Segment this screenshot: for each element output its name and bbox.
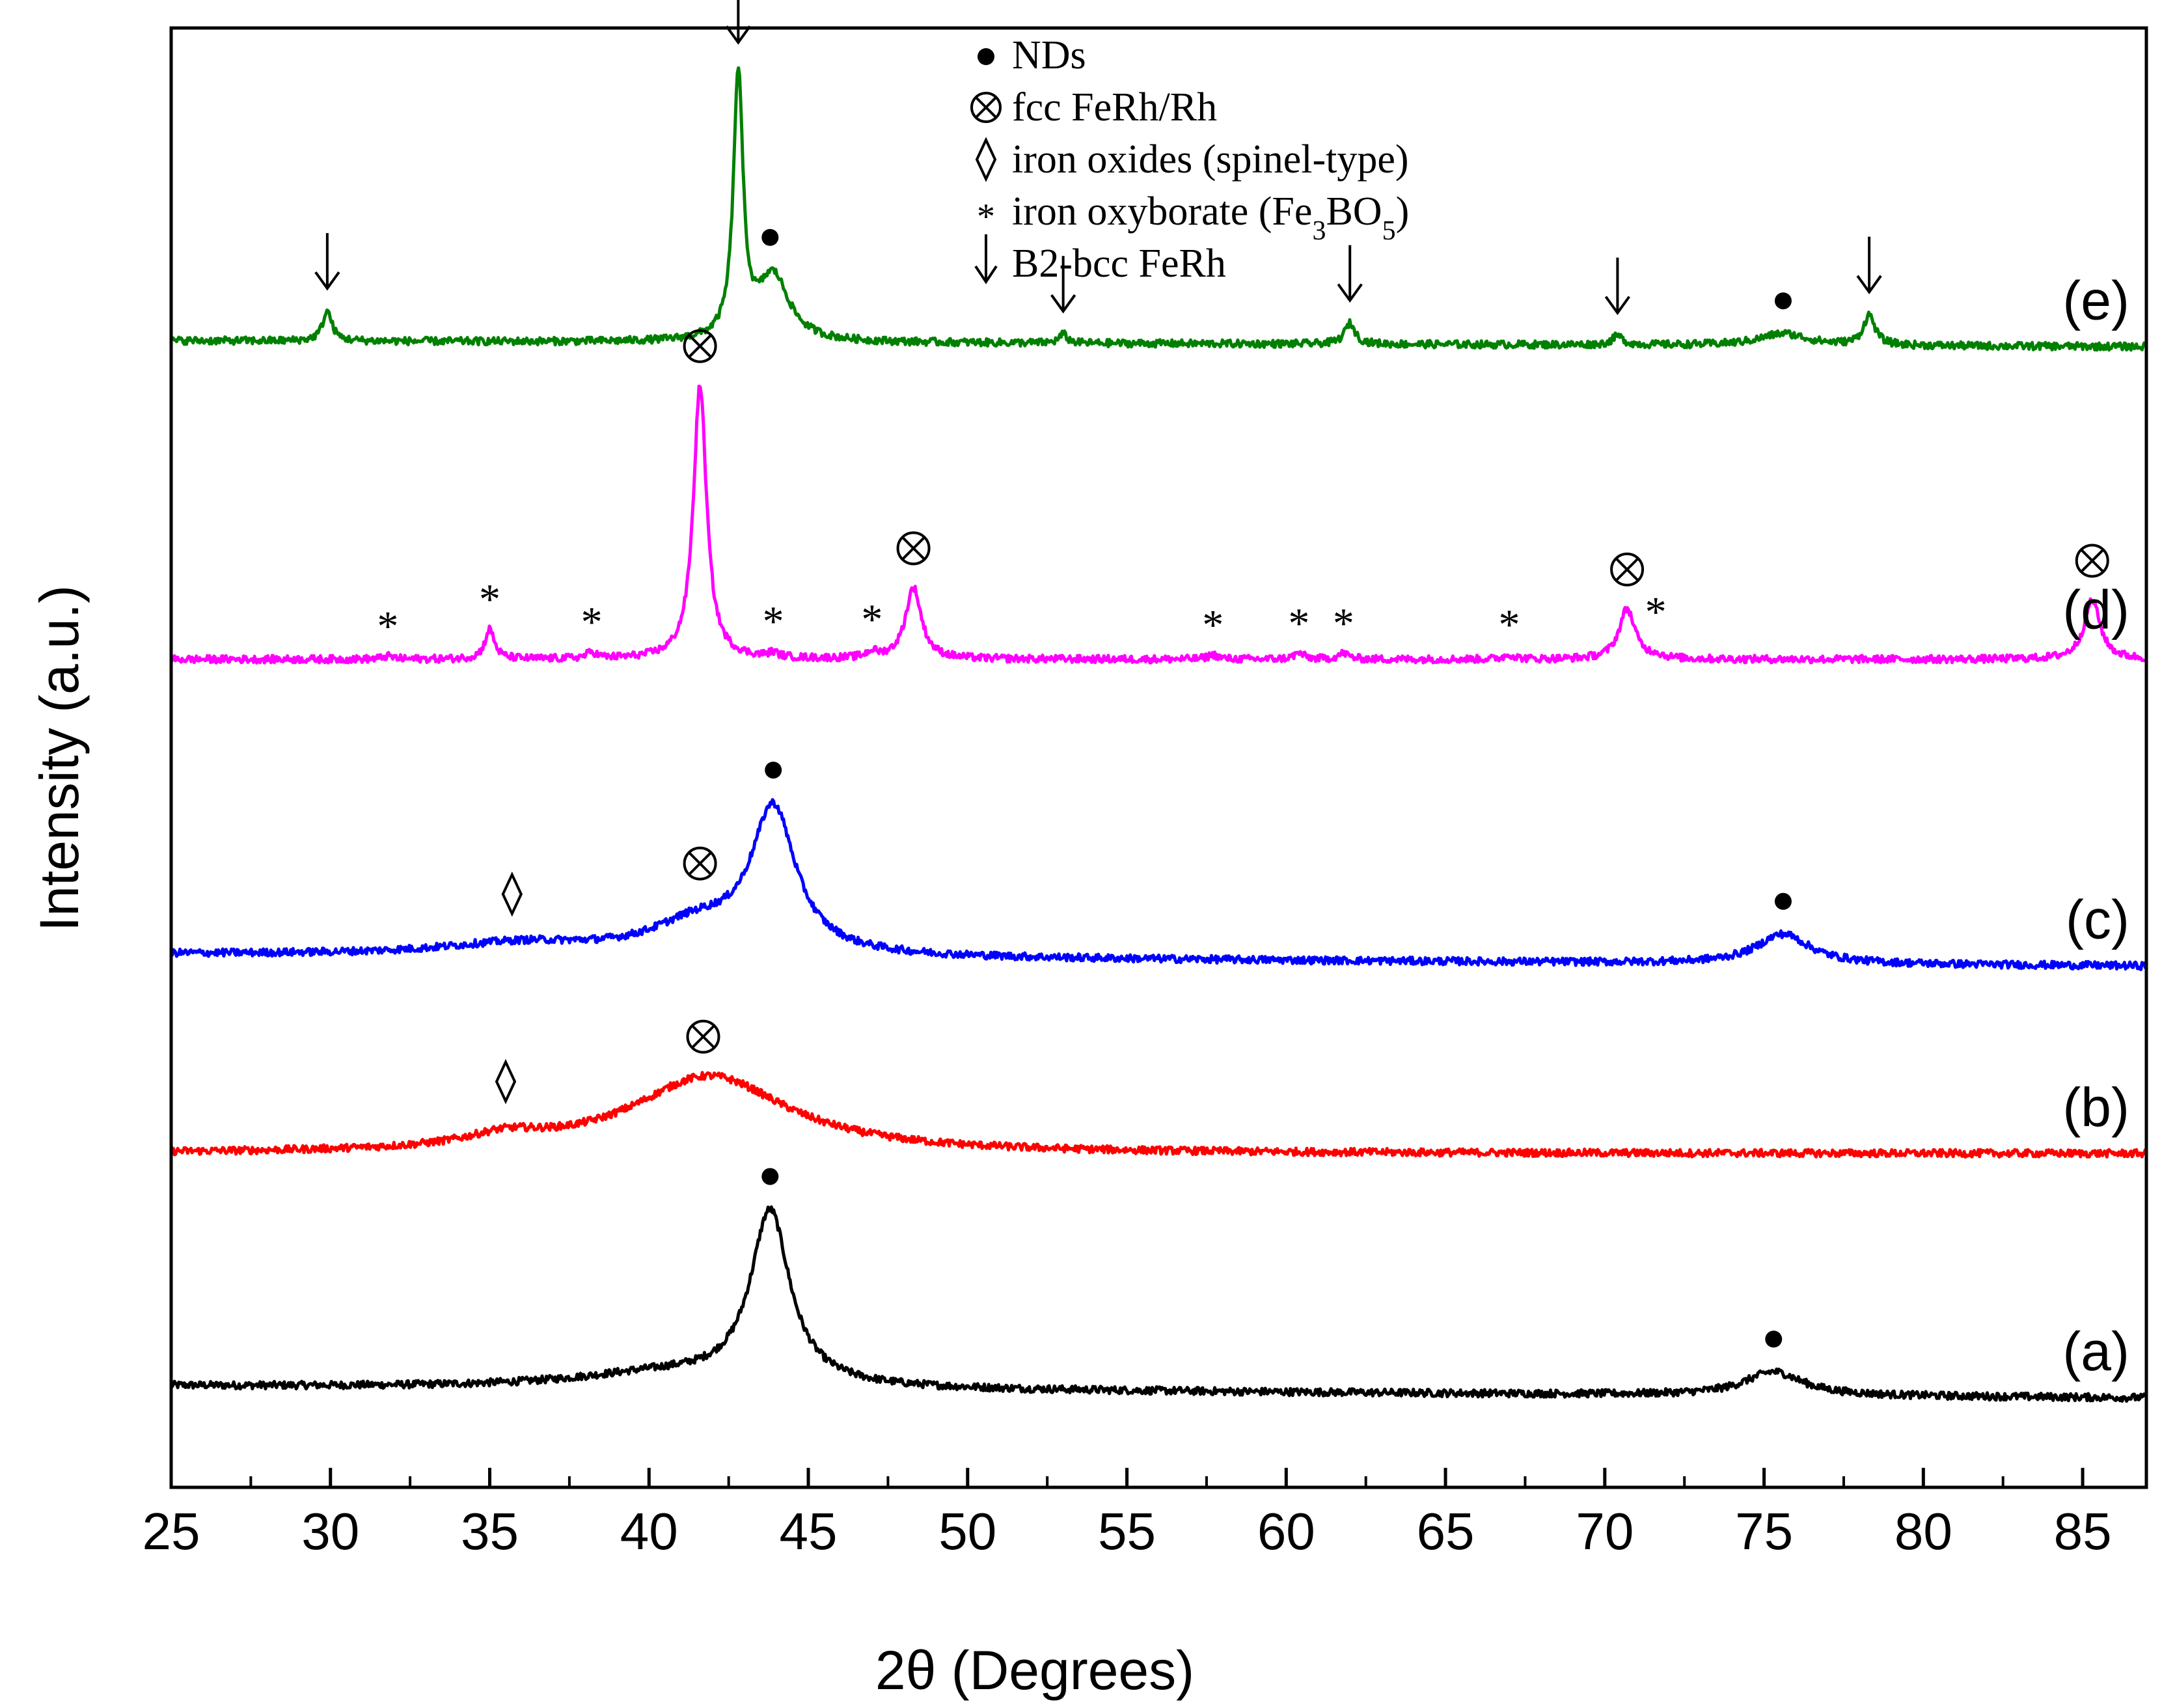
peak-marker-b-1-cross: [692, 1025, 715, 1049]
x-tick-label-60: 60: [1257, 1502, 1315, 1560]
y-axis-label: Intensity (a.u.): [29, 585, 90, 931]
plot-area: [169, 66, 2148, 1403]
x-tick-label-30: 30: [301, 1502, 359, 1560]
series-label-e: (e): [2062, 269, 2129, 331]
x-tick-label-85: 85: [2054, 1502, 2112, 1560]
series-labels: (a) (b) (c) (d) (e): [2062, 269, 2129, 1382]
series-label-d: (d): [2062, 579, 2129, 640]
series-line-e: [169, 66, 2148, 352]
x-axis: 25 30 35 40 45 50 55 60 65 70 75 80 85: [143, 26, 2148, 1560]
peak-marker-e-7: [1856, 236, 1882, 295]
peak-marker-b-1: [686, 1019, 720, 1054]
peak-marker-a-1: [1765, 1330, 1783, 1348]
peak-marker-e-4: [1337, 245, 1363, 303]
peak-marker-c-3: [1774, 892, 1792, 910]
legend-label-1: fcc FeRh/Rh: [1012, 85, 1217, 130]
x-tick-label-70: 70: [1576, 1502, 1634, 1560]
peak-marker-d-0: *: [377, 603, 398, 650]
peak-marker-e-6: [1774, 292, 1792, 310]
legend-label-0: NDs: [1012, 33, 1086, 77]
legend-symbol-1-cross: [975, 96, 997, 118]
peak-marker-d-11-cross: [1615, 558, 1639, 581]
series-label-c: (c): [2066, 889, 2129, 950]
series-line-d: [169, 384, 2148, 665]
series-label-b: (b): [2062, 1077, 2129, 1138]
peak-marker-e-2: [761, 228, 779, 246]
plot-frame: [169, 26, 2148, 1489]
peak-marker-d-5: *: [861, 596, 882, 643]
peak-marker-c-0: [501, 871, 523, 917]
series-label-a: (a): [2062, 1321, 2129, 1382]
x-tick-label-75: 75: [1735, 1502, 1793, 1560]
peak-marker-d-6-cross: [902, 536, 925, 560]
x-tick-label-25: 25: [143, 1502, 200, 1560]
peak-marker-a-0: [761, 1168, 779, 1185]
legend-symbol-1: [970, 92, 1002, 123]
legend-label-4: B2-bcc FeRh: [1012, 241, 1226, 286]
peak-marker-e-1: [725, 0, 751, 45]
peak-marker-d-1: *: [479, 576, 500, 624]
peak-marker-b-0: [495, 1058, 517, 1105]
legend: NDs fcc FeRh/Rh iron oxides (spinel-type) *…: [970, 33, 1409, 286]
x-axis-label: 2θ (Degrees): [875, 1640, 1194, 1701]
peak-marker-e-5: [1604, 257, 1631, 316]
peak-marker-d-11-ring: [1610, 552, 1645, 586]
legend-symbol-1-ring: [970, 92, 1002, 123]
x-tick-label-35: 35: [461, 1502, 519, 1560]
x-tick-label-65: 65: [1417, 1502, 1475, 1560]
legend-symbol-2: [975, 137, 997, 182]
x-tick-label-80: 80: [1895, 1502, 1952, 1560]
peak-marker-d-3-ring: [683, 329, 717, 363]
peak-marker-d-8: *: [1288, 599, 1309, 647]
legend-label-2: iron oxides (spinel-type): [1012, 137, 1409, 182]
peak-marker-d-9: *: [1333, 599, 1354, 647]
peak-marker-d-3-cross: [689, 335, 712, 358]
peak-marker-c-2: [765, 762, 782, 779]
peak-marker-d-12: *: [1645, 588, 1667, 636]
series-line-b: [169, 1071, 2148, 1159]
peak-marker-d-11: [1610, 552, 1645, 586]
series-line-c: [169, 798, 2148, 971]
x-tick-label-50: 50: [938, 1502, 996, 1560]
peak-marker-c-1-cross: [689, 852, 712, 875]
legend-symbol-4: [974, 234, 998, 284]
peak-marker-d-13-cross: [2081, 549, 2104, 572]
legend-symbol-0: [978, 48, 994, 65]
peak-marker-b-1-ring: [686, 1019, 720, 1054]
peak-marker-d-2: *: [581, 598, 603, 646]
legend-label-3: iron oxyborate (Fe3BO5): [1012, 189, 1409, 246]
series-line-a: [169, 1205, 2148, 1403]
peak-marker-e-0: [314, 233, 340, 291]
peak-marker-c-1-ring: [683, 846, 717, 881]
x-tick-label-45: 45: [780, 1502, 838, 1560]
legend-symbol-3: *: [977, 197, 995, 237]
peak-marker-d-10: *: [1498, 601, 1520, 649]
x-tick-label-55: 55: [1098, 1502, 1156, 1560]
peak-marker-d-7: *: [1202, 601, 1224, 649]
peak-marker-d-13-ring: [2075, 544, 2109, 578]
peak-markers: * * * * * * * * * *: [314, 0, 2109, 1348]
peak-marker-d-3: [683, 329, 717, 363]
peak-marker-d-6: [896, 531, 931, 566]
peak-marker-d-4: *: [763, 598, 784, 646]
peak-marker-e-3: [1050, 256, 1076, 314]
peak-marker-c-1: [683, 846, 717, 881]
peak-marker-d-13: [2075, 544, 2109, 578]
peak-marker-d-6-ring: [896, 531, 931, 566]
x-tick-label-40: 40: [620, 1502, 678, 1560]
